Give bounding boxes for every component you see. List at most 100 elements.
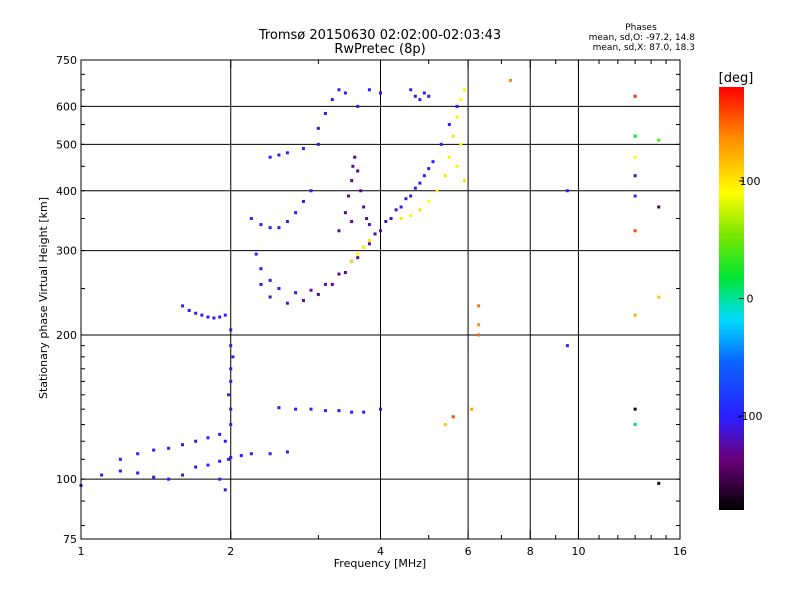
data-point — [399, 205, 403, 209]
data-point — [118, 457, 122, 461]
data-point — [330, 282, 334, 286]
data-point — [181, 304, 185, 308]
data-point — [259, 223, 263, 227]
data-point — [633, 94, 637, 98]
data-point — [212, 316, 216, 320]
data-point — [337, 88, 341, 92]
data-point — [285, 301, 289, 305]
y-tick-label: 200 — [56, 329, 77, 342]
data-point — [316, 142, 320, 146]
data-point — [633, 229, 637, 233]
data-point — [427, 167, 431, 171]
data-point — [277, 153, 281, 157]
data-point — [206, 315, 210, 319]
data-point — [231, 355, 235, 359]
data-point — [223, 313, 227, 317]
data-point — [657, 295, 661, 299]
stats-heading: Phases — [625, 23, 657, 33]
data-point — [362, 205, 366, 209]
data-point — [362, 245, 366, 249]
data-point — [633, 423, 637, 427]
data-point — [379, 91, 382, 95]
data-point — [167, 446, 171, 450]
data-point — [657, 481, 661, 485]
data-point — [136, 452, 140, 456]
y-axis: 75 100 200 300 400 500 600 750 — [56, 54, 680, 546]
data-point — [316, 292, 320, 296]
data-point — [277, 406, 281, 410]
data-point — [152, 448, 156, 452]
data-point — [379, 229, 382, 233]
phase-colorbar: [deg] 100 0 -100 — [719, 71, 763, 510]
data-point — [447, 123, 451, 127]
data-point — [431, 160, 435, 164]
data-point — [350, 220, 354, 224]
data-point — [394, 208, 398, 212]
x-tick-label: 2 — [227, 545, 234, 558]
data-point — [356, 104, 360, 108]
data-point — [223, 488, 227, 492]
data-point — [367, 242, 371, 246]
data-point — [277, 287, 281, 291]
data-point — [409, 214, 413, 218]
y-tick-label: 100 — [56, 473, 77, 486]
data-point — [323, 282, 327, 286]
data-point — [277, 226, 281, 230]
data-point — [389, 217, 393, 221]
data-point — [200, 313, 204, 317]
data-point — [227, 457, 231, 461]
data-point — [218, 432, 222, 436]
data-point — [218, 477, 222, 481]
x-tick-label: 10 — [571, 545, 585, 558]
y-tick-label: 300 — [56, 245, 77, 258]
data-point — [565, 344, 569, 348]
data-point — [343, 271, 347, 275]
data-point — [367, 238, 371, 242]
x-tick-label: 4 — [377, 545, 384, 558]
data-point — [351, 164, 355, 168]
data-point — [285, 220, 289, 224]
stats-x-mode: mean, sd,X: 87.0, 18.3 — [593, 43, 695, 53]
data-point — [227, 393, 231, 397]
data-point — [218, 459, 222, 463]
data-point — [367, 223, 371, 227]
y-axis-label: Stationary phase Virtual Height [km] — [37, 197, 50, 399]
data-point — [181, 473, 185, 477]
data-point — [443, 174, 447, 178]
data-point — [477, 304, 481, 308]
data-point — [206, 463, 210, 467]
data-point — [657, 205, 661, 209]
data-point — [404, 197, 408, 201]
data-point — [633, 134, 637, 138]
data-point — [316, 126, 320, 130]
data-point — [229, 344, 233, 348]
x-axis-label: Frequency [MHz] — [334, 557, 426, 570]
data-point — [229, 423, 233, 427]
data-point — [359, 189, 363, 193]
data-point — [362, 410, 366, 414]
data-point — [301, 199, 305, 203]
data-point — [229, 367, 233, 371]
data-point — [323, 111, 327, 115]
data-point — [323, 409, 327, 413]
x-tick-label: 16 — [673, 545, 687, 558]
chart-subtitle: RwPretec (8p) — [334, 42, 425, 57]
data-point — [413, 186, 417, 190]
data-point — [301, 299, 305, 303]
data-point — [294, 211, 298, 215]
data-point — [347, 194, 351, 198]
y-tick-label: 75 — [63, 533, 77, 546]
data-point — [418, 208, 422, 212]
data-point — [409, 194, 413, 198]
data-point — [343, 91, 347, 95]
data-point — [337, 272, 341, 276]
data-point — [356, 256, 360, 260]
data-point — [477, 323, 481, 327]
data-point — [167, 477, 171, 481]
x-tick-label: 1 — [78, 545, 85, 558]
chart-title: Tromsø 20150630 02:02:00-02:03:43 — [258, 28, 501, 43]
colorbar-ticks: 100 0 -100 — [738, 175, 763, 423]
data-point — [259, 282, 263, 286]
data-point — [633, 155, 637, 159]
x-tick-label: 8 — [527, 545, 534, 558]
